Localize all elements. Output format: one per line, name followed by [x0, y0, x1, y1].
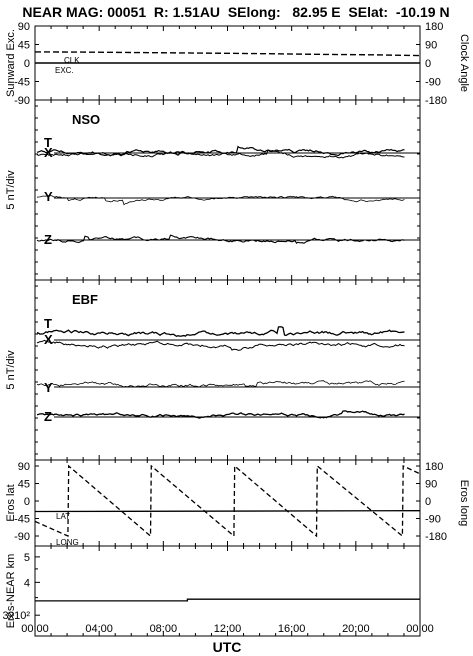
- component-label-y: Y: [44, 380, 53, 395]
- component-label-t: T: [44, 135, 52, 150]
- eros-long-tick-label: 90: [425, 479, 437, 491]
- trace-t: [36, 326, 405, 338]
- x-tick-label: 04:00: [85, 623, 113, 635]
- eros-long-ylabel: Eros long: [458, 480, 470, 526]
- series-lat-line: [34, 510, 421, 513]
- x-tick-label: 08:00: [150, 623, 178, 635]
- sunward-tick-label: 90: [18, 21, 30, 33]
- sunward-ylabel: Sunward Exc.: [5, 29, 17, 97]
- component-label-z: Z: [44, 232, 52, 247]
- lat-label: LAT: [56, 512, 70, 521]
- nso-panel-label: NSO: [72, 112, 100, 127]
- clock-angle-ylabel: Clock Angle: [458, 34, 470, 92]
- component-label-z: Z: [44, 409, 52, 424]
- sunward-tick-label: -90: [14, 95, 30, 107]
- x-tick-label: 12:00: [214, 623, 242, 635]
- nso-ylabel: 5 nT/div: [5, 170, 17, 210]
- clock-angle-tick-label: 180: [425, 21, 443, 33]
- exc-label: EXC.: [55, 66, 74, 75]
- eros-long-tick-label: -180: [425, 531, 447, 543]
- eros-lat-tick-label: 90: [18, 461, 30, 473]
- sunward-tick-label: -45: [14, 77, 30, 89]
- eros-lat-tick-label: 0: [24, 496, 30, 508]
- ebf-panel-label: EBF: [72, 292, 98, 307]
- trace-x: [36, 149, 405, 159]
- eros-long-tick-label: 180: [425, 461, 443, 473]
- trace-z: [36, 410, 405, 419]
- plot-title: NEAR MAG: 00051 R: 1.51AU SElong: 82.95 …: [22, 4, 449, 20]
- nso-panel-frame: [34, 99, 421, 281]
- long-label: LONG: [56, 538, 79, 547]
- x-tick-label: 00:00: [21, 623, 49, 635]
- trace-y: [36, 380, 405, 388]
- x-tick-label: 20:00: [342, 623, 370, 635]
- eros-near-tick-label: 3x10²: [2, 610, 30, 622]
- clock-angle-tick-label: -180: [425, 95, 447, 107]
- sunward-tick-label: 0: [24, 58, 30, 70]
- eros-long-tick-label: -90: [425, 514, 441, 526]
- series-distance-line: [35, 598, 420, 602]
- trace-y: [36, 195, 405, 206]
- series-long-line: [34, 464, 421, 538]
- eros-near-tick-label: 5: [24, 552, 30, 564]
- component-label-t: T: [44, 316, 52, 331]
- ebf-ylabel: 5 nT/div: [5, 350, 17, 390]
- x-tick-label: 16:00: [278, 623, 306, 635]
- eros-long-tick-label: 0: [425, 496, 431, 508]
- eros-near-tick-label: 4: [24, 577, 30, 589]
- x-axis-label: UTC: [213, 639, 242, 655]
- sunward-tick-label: 45: [18, 40, 30, 52]
- clock-angle-tick-label: 0: [425, 58, 431, 70]
- component-label-y: Y: [44, 189, 53, 204]
- eros-lat-tick-label: -45: [14, 514, 30, 526]
- eros-lat-tick-label: 45: [18, 479, 30, 491]
- clk-label: CLK: [64, 56, 80, 65]
- eros-lat-ylabel: Eros lat: [5, 484, 17, 521]
- component-label-x: X: [44, 332, 53, 347]
- clock-angle-tick-label: 90: [425, 40, 437, 52]
- trace-z: [36, 234, 405, 244]
- trace-x: [36, 339, 405, 351]
- series-clk-line: [34, 51, 421, 57]
- eros-near-ylabel: Eros-NEAR km: [5, 554, 17, 629]
- clock-angle-tick-label: -90: [425, 77, 441, 89]
- eros-lat-tick-label: -90: [14, 531, 30, 543]
- x-tick-label: 00:00: [406, 623, 434, 635]
- ebf-panel-frame: [34, 279, 421, 461]
